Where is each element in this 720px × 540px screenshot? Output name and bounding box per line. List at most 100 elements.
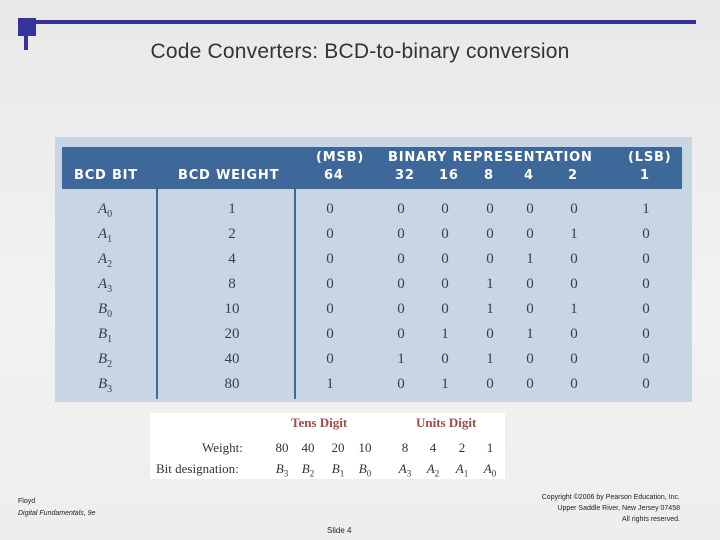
weight-label: Weight:	[202, 440, 243, 455]
header-weight-64: 64	[324, 168, 344, 183]
slide-title: Code Converters: BCD-to-binary conversio…	[0, 40, 720, 64]
binary-bit-cell: 0	[326, 201, 334, 217]
bit-designation-label: Bit designation:	[156, 461, 239, 476]
slide-title-colon: :	[312, 40, 319, 63]
binary-bit-cell: 0	[570, 251, 578, 267]
bcd-weight-cell: 40	[224, 351, 240, 367]
tens-digit-title: Tens Digit	[291, 415, 348, 430]
binary-bit-cell: 0	[642, 301, 650, 317]
digit-designation: B2	[301, 461, 315, 479]
binary-bit-cell: 1	[486, 276, 494, 292]
binary-bit-cell: 0	[441, 276, 449, 292]
footer-credit: Floyd Digital Fundamentals, 9e	[18, 496, 95, 520]
binary-bit-cell: 0	[326, 276, 334, 292]
bcd-weight-cell: 8	[228, 276, 236, 292]
binary-bit-cell: 1	[642, 201, 650, 217]
digit-designation: B1	[331, 461, 345, 479]
copyright-line-3: All rights reserved.	[622, 516, 680, 523]
binary-bit-cell: 0	[526, 201, 534, 217]
digit-designation: B3	[275, 461, 289, 479]
bcd-bit-cell: A3	[98, 276, 113, 295]
bcd-weight-cell: 10	[224, 301, 240, 317]
digit-designation: A2	[426, 461, 440, 479]
binary-bit-cell: 0	[397, 226, 405, 242]
binary-bit-cell: 0	[441, 301, 449, 317]
binary-bit-cell: 0	[441, 226, 449, 242]
binary-bit-cell: 0	[441, 351, 449, 367]
header-bcd-weight: BCD WEIGHT	[178, 168, 280, 183]
binary-bit-cell: 0	[570, 276, 578, 292]
binary-bit-cell: 0	[326, 301, 334, 317]
digit-weight: 80	[275, 440, 289, 455]
binary-bit-cell: 0	[397, 201, 405, 217]
binary-bit-cell: 0	[397, 251, 405, 267]
table-row: A0 1 0 0 0 0 0 0 1	[62, 197, 682, 222]
slide-title-main: Code Converters	[150, 40, 313, 63]
binary-bit-cell: 0	[642, 376, 650, 392]
table-row: B3 80 1 0 1 0 0 0 0	[62, 372, 682, 397]
digit-weight: 1	[486, 440, 494, 455]
bcd-bit-cell: A1	[98, 226, 113, 245]
binary-bit-cell: 1	[570, 226, 578, 242]
binary-bit-cell: 0	[526, 226, 534, 242]
header-weight-1: 1	[640, 168, 650, 183]
binary-bit-cell: 1	[441, 376, 449, 392]
binary-bit-cell: 1	[326, 376, 334, 392]
header-weight-4: 4	[524, 168, 534, 183]
table-row: B1 20 0 0 1 0 1 0 0	[62, 322, 682, 347]
header-msb: (MSB)	[316, 150, 365, 165]
binary-bit-cell: 1	[397, 351, 405, 367]
binary-bit-cell: 0	[397, 301, 405, 317]
binary-bit-cell: 0	[326, 351, 334, 367]
bcd-weight-cell: 20	[224, 326, 240, 342]
slide-title-sub: BCD-to-binary conversion	[318, 40, 570, 63]
bcd-bit-cell: B0	[98, 301, 113, 320]
bcd-bit-cell: B1	[98, 326, 113, 345]
binary-bit-cell: 0	[526, 376, 534, 392]
binary-bit-cell: 0	[642, 251, 650, 267]
copyright-line-2: Upper Saddle River, New Jersey 07458	[557, 505, 680, 512]
binary-bit-cell: 1	[526, 251, 534, 267]
binary-bit-cell: 0	[642, 351, 650, 367]
binary-bit-cell: 0	[570, 201, 578, 217]
column-divider-2	[294, 147, 296, 399]
digit-designation: B0	[358, 461, 372, 479]
footer-copyright: Copyright ©2006 by Pearson Education, In…	[542, 492, 680, 525]
digit-weight: 40	[301, 440, 315, 455]
digit-weight: 20	[331, 440, 345, 455]
binary-bit-cell: 0	[441, 251, 449, 267]
table-row: B0 10 0 0 0 1 0 1 0	[62, 297, 682, 322]
binary-bit-cell: 1	[526, 326, 534, 342]
digit-weight-box: Tens Digit Units Digit Weight: Bit desig…	[150, 413, 505, 479]
binary-bit-cell: 0	[526, 301, 534, 317]
binary-bit-cell: 0	[642, 226, 650, 242]
slide-number: Slide 4	[327, 526, 352, 535]
bcd-weight-cell: 4	[228, 251, 236, 267]
digit-weight: 10	[358, 440, 372, 455]
bcd-weight-cell: 2	[228, 226, 236, 242]
binary-bit-cell: 0	[642, 326, 650, 342]
bcd-bit-cell: B3	[98, 376, 113, 395]
binary-bit-cell: 0	[486, 201, 494, 217]
binary-bit-cell: 0	[570, 376, 578, 392]
table-row: A2 4 0 0 0 0 1 0 0	[62, 247, 682, 272]
binary-bit-cell: 0	[486, 376, 494, 392]
binary-bit-cell: 0	[486, 251, 494, 267]
bcd-bit-cell: B2	[98, 351, 113, 370]
units-digit-title: Units Digit	[416, 415, 477, 430]
digit-weight: 4	[429, 440, 437, 455]
binary-bit-cell: 0	[486, 326, 494, 342]
binary-bit-cell: 1	[570, 301, 578, 317]
footer-book: Digital Fundamentals, 9e	[18, 510, 96, 517]
binary-bit-cell: 0	[526, 351, 534, 367]
header-bcd-bit: BCD BIT	[74, 168, 138, 183]
digit-weight: 8	[401, 440, 409, 455]
binary-bit-cell: 1	[486, 301, 494, 317]
binary-bit-cell: 1	[486, 351, 494, 367]
table-header: BCD BIT BCD WEIGHT (MSB) BINARY REPRESEN…	[62, 147, 682, 189]
header-weight-2: 2	[568, 168, 578, 183]
binary-bit-cell: 0	[642, 276, 650, 292]
binary-bit-cell: 0	[326, 251, 334, 267]
header-binary-representation: BINARY REPRESENTATION	[388, 150, 593, 165]
header-lsb: (LSB)	[628, 150, 672, 165]
